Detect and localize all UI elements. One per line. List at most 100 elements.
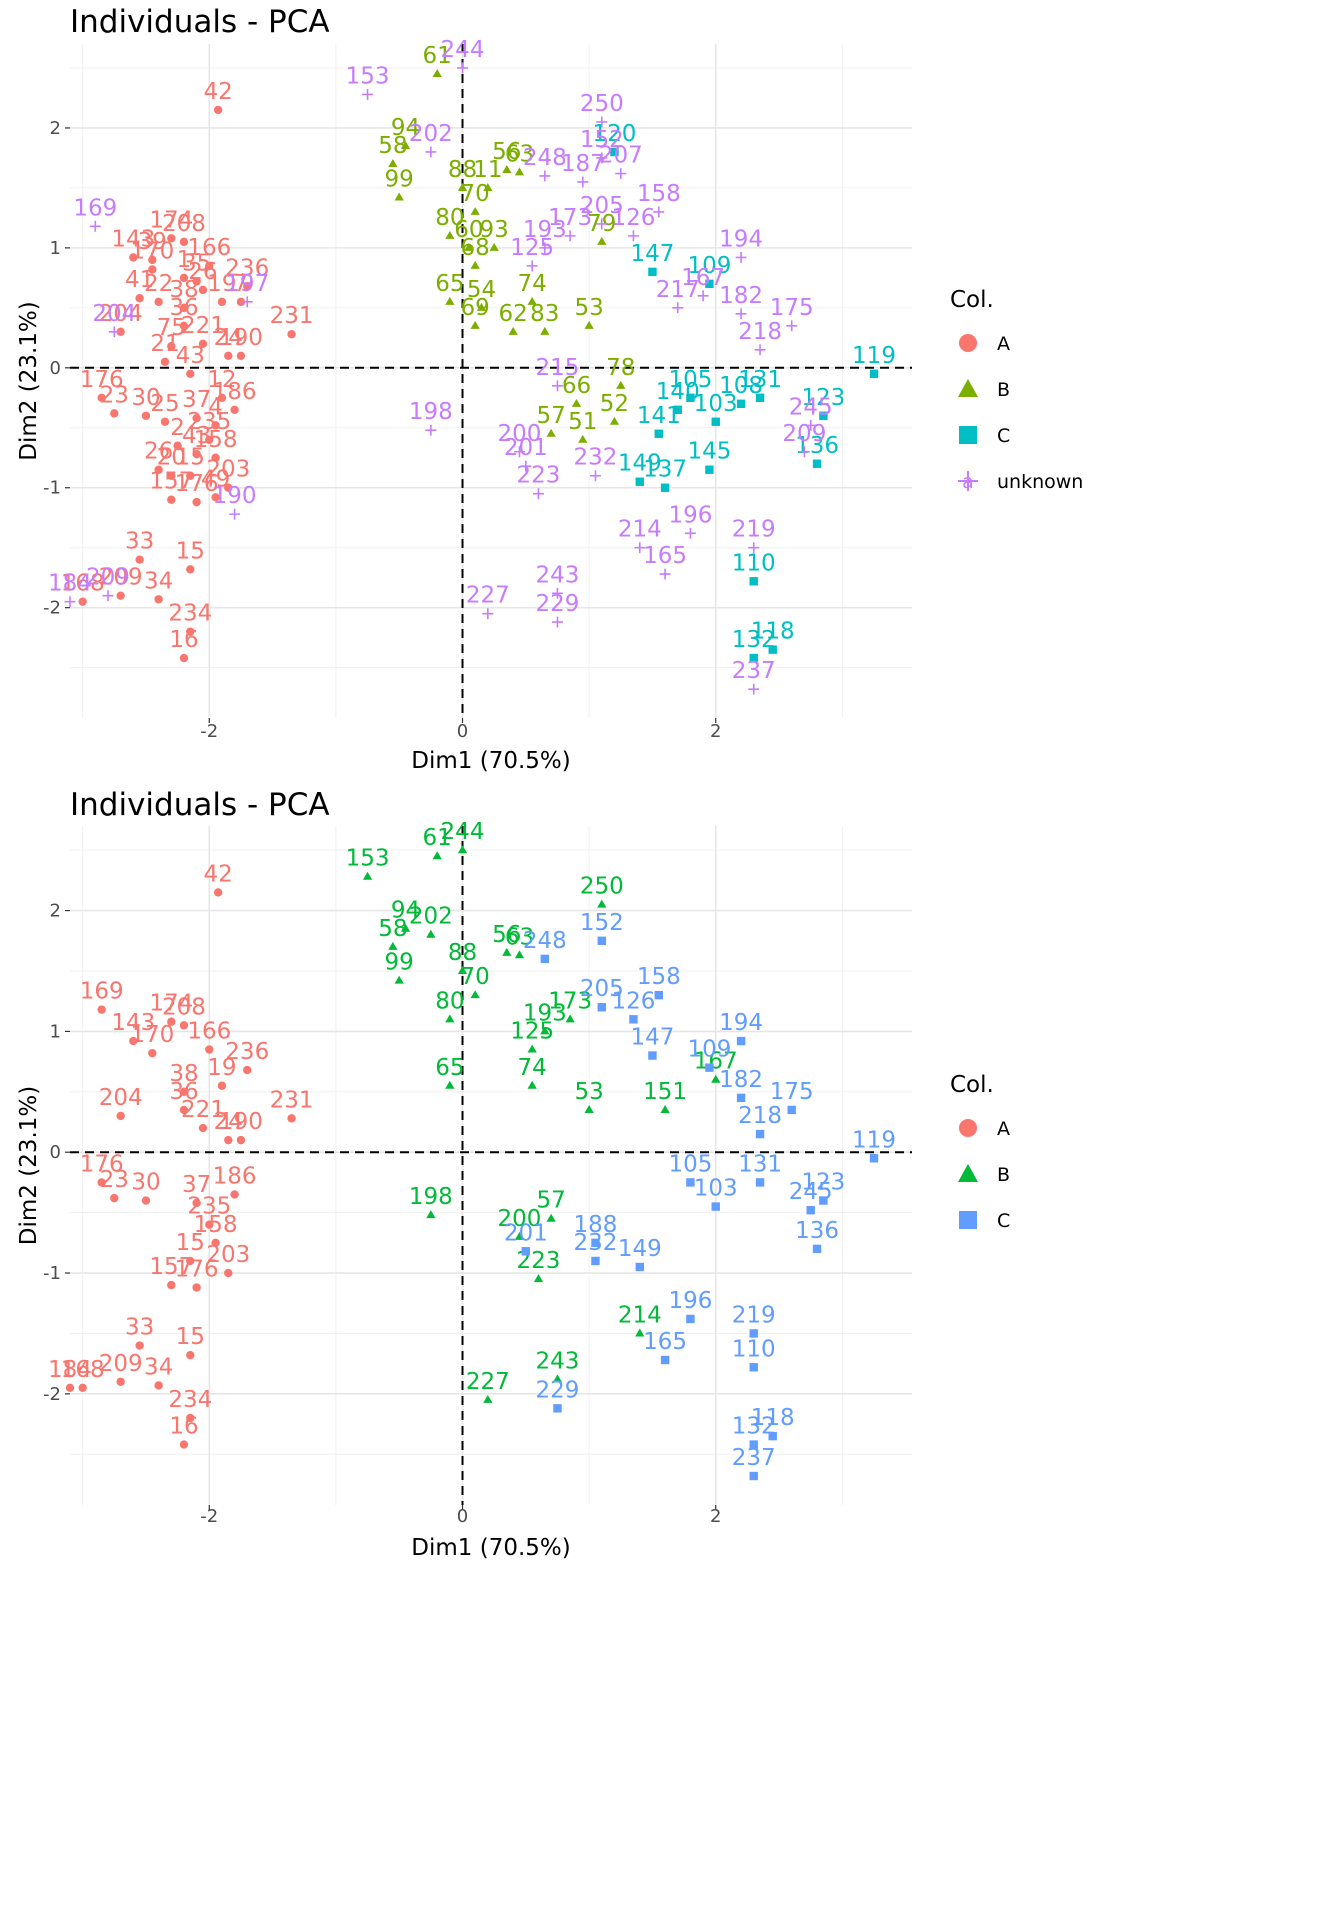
data-point [577, 176, 589, 188]
data-label: 39 [138, 229, 167, 255]
data-label: 223 [517, 463, 561, 489]
x-tick-label: 0 [457, 1506, 468, 1527]
legend-key-C-letter: a [962, 425, 974, 447]
data-point [540, 1026, 550, 1035]
data-label: 126 [611, 205, 655, 231]
data-point [629, 1015, 638, 1024]
y-tick-label: -2 [43, 598, 61, 619]
data-point [610, 147, 619, 157]
data-point [160, 357, 170, 367]
data-label: 158 [637, 181, 681, 207]
data-point [362, 88, 374, 100]
data-label: 244 [441, 819, 485, 845]
data-label: 63 [505, 924, 534, 950]
data-label: 236 [225, 1039, 269, 1065]
data-point [476, 302, 487, 311]
data-point [217, 1081, 227, 1090]
data-label: 41 [125, 267, 154, 293]
data-label: 170 [130, 1022, 174, 1048]
data-point [705, 1063, 714, 1072]
data-point [116, 327, 125, 337]
data-point [205, 1045, 214, 1054]
data-label: 54 [467, 277, 496, 303]
data-point [749, 1329, 758, 1338]
data-label: 174 [149, 991, 193, 1017]
data-point [616, 380, 626, 389]
data-point [116, 591, 125, 600]
data-point [711, 417, 720, 426]
data-label: 152 [580, 127, 624, 153]
data-label: 182 [719, 283, 763, 309]
data-point [217, 297, 227, 307]
data-point [135, 555, 144, 564]
data-point [686, 393, 695, 402]
data-label: 19 [207, 271, 236, 297]
data-point [697, 290, 709, 302]
data-point [635, 477, 644, 486]
data-point [584, 1104, 594, 1113]
data-label: 168 [61, 1357, 105, 1383]
legend-key-B: a [958, 1164, 978, 1186]
data-point [426, 929, 436, 938]
data-point [589, 470, 601, 482]
data-label: 12 [207, 367, 236, 393]
y-tick-label: -2 [43, 1384, 61, 1405]
data-label: 215 [536, 355, 580, 381]
y-axis-title: Dim2 (23.1%) [16, 1086, 42, 1245]
data-point [635, 1328, 645, 1337]
data-label: 243 [536, 562, 580, 588]
data-point [78, 1383, 87, 1393]
legend-key-A: a [959, 1118, 977, 1140]
data-label: 78 [606, 355, 635, 381]
data-label: 250 [580, 91, 624, 117]
data-point [186, 471, 195, 480]
data-label: 190 [219, 325, 263, 351]
data-label: 68 [461, 235, 490, 261]
data-label: 157 [149, 469, 193, 495]
data-point [464, 242, 474, 251]
data-label: 51 [568, 409, 597, 435]
data-label: 193 [523, 217, 567, 243]
data-point [869, 1154, 879, 1163]
y-tick-label: 1 [50, 1021, 61, 1042]
data-label: 131 [738, 367, 782, 393]
data-point [213, 105, 223, 115]
legend-label: unknown [997, 471, 1083, 493]
data-point [211, 493, 220, 502]
legend-key-B-letter: a [962, 379, 974, 401]
data-point [748, 542, 760, 554]
data-label: 125 [510, 1019, 554, 1045]
data-point [205, 1220, 214, 1229]
data-label: 214 [618, 1302, 662, 1328]
legend-key-B: a [958, 379, 978, 401]
data-point [179, 321, 189, 331]
data-label: 152 [580, 910, 624, 936]
legend-key-C-letter: a [962, 1210, 974, 1232]
data-label: 53 [574, 1079, 603, 1105]
data-point [539, 242, 551, 254]
data-point [65, 1383, 75, 1393]
data-label: 33 [125, 529, 154, 555]
data-label: 209 [99, 1351, 143, 1377]
data-point [591, 1256, 600, 1266]
data-point [819, 411, 828, 420]
x-axis-title: Dim1 (70.5%) [411, 1535, 570, 1561]
data-label: 94 [391, 898, 420, 924]
data-point [653, 206, 665, 218]
data-point [186, 627, 195, 636]
data-label: 147 [630, 241, 674, 267]
data-point [186, 369, 195, 379]
data-point [217, 393, 227, 402]
data-label: 120 [592, 121, 636, 147]
data-point [634, 542, 646, 554]
data-label: 205 [580, 193, 624, 219]
data-point [540, 954, 550, 964]
x-tick-label: 2 [710, 721, 721, 742]
data-label: 136 [795, 433, 839, 459]
data-label: 166 [187, 1019, 231, 1045]
data-label: 243 [536, 1348, 580, 1374]
data-label: 136 [795, 1218, 839, 1244]
data-point [211, 1238, 220, 1248]
data-point [110, 1193, 119, 1203]
data-point [167, 234, 176, 243]
